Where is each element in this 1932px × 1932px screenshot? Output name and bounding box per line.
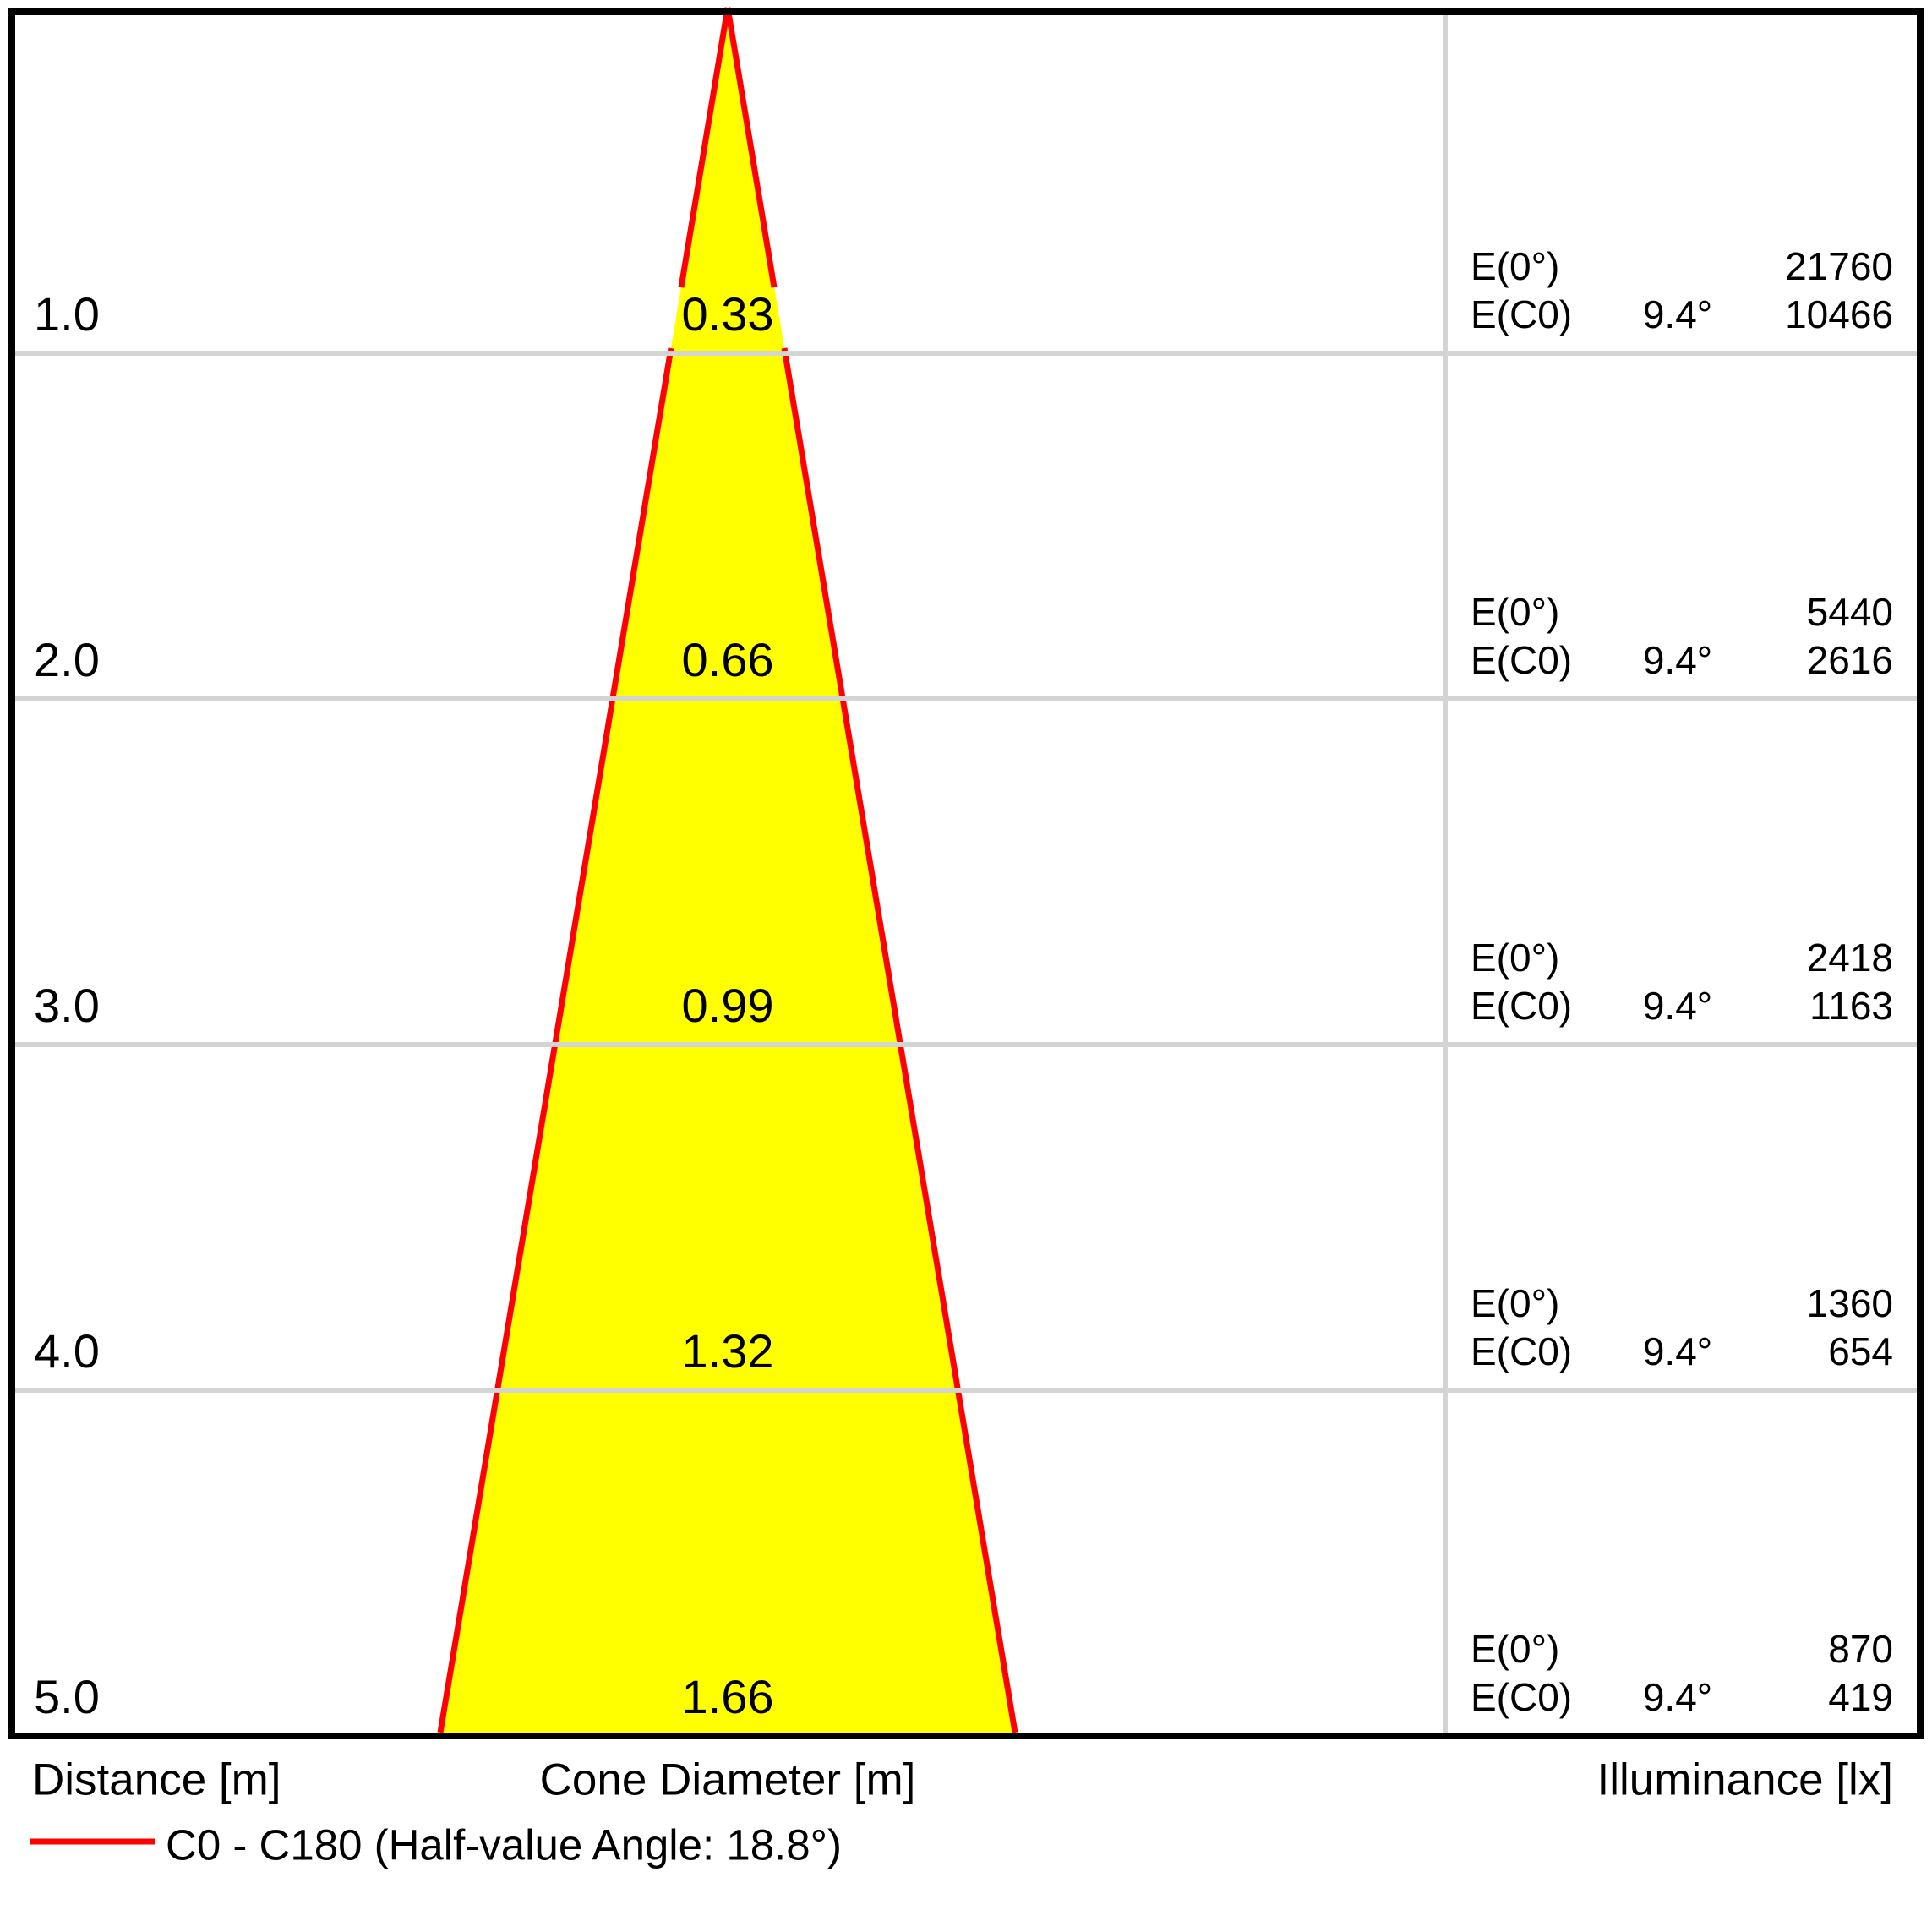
cone-diameter-label: 0.66 (681, 633, 774, 686)
distance-label: 3.0 (34, 979, 100, 1032)
e0-label: E(0°) (1471, 1627, 1560, 1671)
e0-value: 870 (1828, 1627, 1893, 1671)
cone-diameter-label: 0.33 (681, 287, 774, 341)
ec0-label: E(C0) (1471, 292, 1573, 336)
e0-label: E(0°) (1471, 936, 1560, 980)
e0-label: E(0°) (1471, 590, 1560, 634)
cone-edge-left-upper (678, 7, 731, 288)
distance-label: 5.0 (34, 1670, 100, 1723)
cone-diameter-label: 1.66 (681, 1670, 774, 1723)
ec0-label: E(C0) (1471, 984, 1573, 1028)
e0-value: 21760 (1785, 244, 1893, 288)
cone-edge-right-upper (724, 7, 778, 288)
legend-series-label: C0 - C180 (Half-value Angle: 18.8°) (166, 1820, 842, 1869)
ec0-value: 10466 (1785, 292, 1893, 336)
ec0-label: E(C0) (1471, 1675, 1573, 1719)
ec0-value: 419 (1828, 1675, 1893, 1719)
ec0-value: 654 (1828, 1329, 1893, 1373)
ec0-label: E(C0) (1471, 1329, 1573, 1373)
cone-edge-left-lower (437, 347, 674, 1733)
e0-value: 1360 (1806, 1281, 1893, 1325)
cone-diameter-axis-label: Cone Diameter [m] (539, 1755, 916, 1805)
distance-axis-label: Distance [m] (32, 1755, 281, 1805)
cone-diameter-label: 0.99 (681, 979, 774, 1032)
ec0-angle: 9.4° (1642, 984, 1713, 1028)
e0-value: 2418 (1806, 936, 1893, 980)
ec0-angle: 9.4° (1642, 638, 1713, 682)
distance-label: 2.0 (34, 633, 100, 686)
e0-label: E(0°) (1471, 1281, 1560, 1325)
illuminance-axis-label: Illuminance [lx] (1596, 1755, 1893, 1805)
ec0-label: E(C0) (1471, 638, 1573, 682)
distance-label: 4.0 (34, 1324, 100, 1378)
ec0-angle: 9.4° (1642, 292, 1713, 336)
ec0-value: 1163 (1809, 984, 1893, 1028)
distance-label: 1.0 (34, 287, 100, 341)
cone-diameter-label: 1.32 (681, 1324, 774, 1378)
light-cone-fill (440, 8, 1015, 1733)
cone-edge-right-lower (781, 347, 1018, 1733)
ec0-angle: 9.4° (1642, 1329, 1713, 1373)
ec0-angle: 9.4° (1642, 1675, 1713, 1719)
chart-border (8, 8, 1924, 1739)
e0-label: E(0°) (1471, 244, 1560, 288)
ec0-value: 2616 (1806, 638, 1893, 682)
e0-value: 5440 (1806, 590, 1893, 634)
